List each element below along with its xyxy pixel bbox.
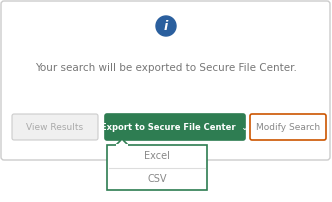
- Text: View Results: View Results: [27, 122, 84, 132]
- Text: Export to Secure File Center  ⌄: Export to Secure File Center ⌄: [101, 122, 249, 132]
- FancyBboxPatch shape: [12, 114, 98, 140]
- FancyBboxPatch shape: [250, 114, 326, 140]
- Polygon shape: [116, 139, 128, 145]
- FancyBboxPatch shape: [1, 1, 330, 160]
- Text: Excel: Excel: [144, 151, 170, 161]
- FancyBboxPatch shape: [107, 145, 207, 190]
- Text: i: i: [164, 20, 168, 33]
- Text: CSV: CSV: [147, 174, 167, 184]
- FancyBboxPatch shape: [105, 114, 245, 140]
- Text: Your search will be exported to Secure File Center.: Your search will be exported to Secure F…: [35, 63, 297, 73]
- Text: Modify Search: Modify Search: [256, 122, 320, 132]
- Circle shape: [156, 16, 176, 36]
